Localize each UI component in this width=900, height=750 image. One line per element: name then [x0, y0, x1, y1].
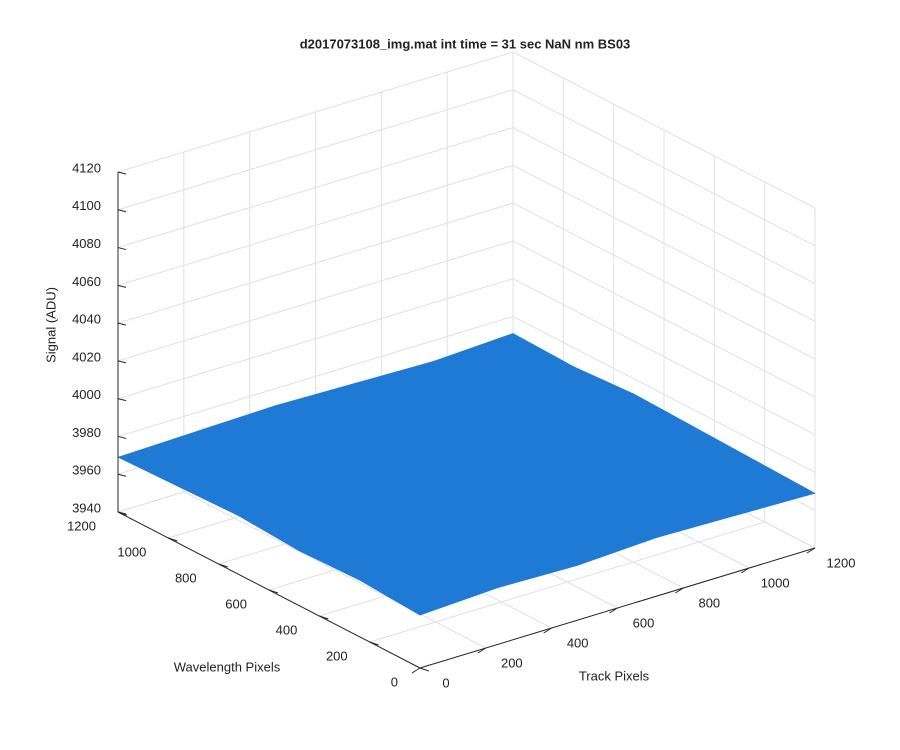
z-tick-label: 4000 — [72, 387, 101, 402]
x-tick-label: 1000 — [761, 575, 790, 590]
z-tick-label: 4060 — [72, 274, 101, 289]
z-tick-label: 4040 — [72, 312, 101, 327]
grid-line — [512, 240, 816, 398]
y-tick-label: 1000 — [117, 544, 146, 559]
grid-line — [117, 127, 514, 249]
x-tick-label: 400 — [567, 635, 589, 650]
y-axis-label: Wavelength Pixels — [174, 659, 281, 674]
grid-line — [512, 127, 816, 284]
grid-line — [512, 164, 816, 322]
z-tick-label: 4100 — [72, 198, 101, 213]
x-tick — [675, 587, 684, 594]
z-tick — [117, 322, 127, 326]
grid-line — [117, 240, 514, 362]
grid-line — [512, 202, 816, 360]
chart-title: d2017073108_img.mat int time = 31 sec Na… — [300, 36, 631, 51]
y-tick — [369, 641, 379, 646]
y-tick-label: 0 — [391, 674, 398, 689]
z-tick-label: 4020 — [72, 349, 101, 364]
z-tick — [117, 209, 127, 213]
x-tick-label: 200 — [501, 655, 523, 670]
grid-line — [117, 51, 514, 173]
grid-line — [117, 278, 514, 400]
z-tick-label: 3960 — [72, 463, 101, 478]
z-tick-label: 4080 — [72, 236, 101, 251]
grid-line — [369, 521, 765, 643]
grid-line — [512, 278, 816, 436]
x-tick — [740, 567, 750, 574]
y-tick-label: 200 — [326, 648, 348, 663]
x-axis-label: Track Pixels — [579, 668, 650, 683]
x-tick — [543, 627, 552, 634]
x-tick-label: 800 — [698, 595, 720, 610]
grid-line — [117, 202, 514, 324]
z-tick — [117, 398, 127, 402]
z-tick — [117, 473, 127, 477]
grid-line — [117, 164, 514, 286]
z-tick — [117, 247, 127, 251]
grid-line — [512, 51, 816, 209]
y-tick-label: 400 — [276, 622, 298, 637]
z-tick — [117, 284, 127, 288]
x-tick-label: 600 — [633, 615, 655, 630]
z-tick-label: 3980 — [72, 425, 101, 440]
z-tick-label: 4120 — [72, 160, 101, 175]
z-tick-label: 3940 — [72, 500, 101, 515]
y-tick — [268, 589, 279, 594]
grid-line — [117, 315, 514, 437]
z-axis-label: Signal (ADU) — [43, 287, 58, 363]
y-tick — [319, 615, 329, 620]
x-tick — [477, 647, 487, 654]
grid-line — [512, 89, 816, 247]
y-tick — [419, 667, 430, 672]
y-tick-label: 800 — [175, 570, 197, 585]
z-tick — [117, 435, 127, 439]
y-tick-label: 1200 — [67, 518, 96, 533]
y-tick-label: 600 — [225, 596, 247, 611]
grid-line — [117, 89, 514, 211]
surface-face — [358, 553, 500, 616]
x-tick — [609, 607, 618, 614]
z-tick — [117, 171, 127, 175]
z-tick — [117, 511, 127, 515]
grid-line — [512, 316, 816, 473]
x-tick-label: 0 — [442, 675, 449, 690]
x-tick — [806, 547, 816, 554]
y-tick — [168, 537, 178, 542]
y-tick — [218, 563, 228, 568]
x-tick — [411, 667, 421, 674]
z-tick — [117, 360, 127, 364]
x-tick-label: 1200 — [827, 555, 856, 570]
